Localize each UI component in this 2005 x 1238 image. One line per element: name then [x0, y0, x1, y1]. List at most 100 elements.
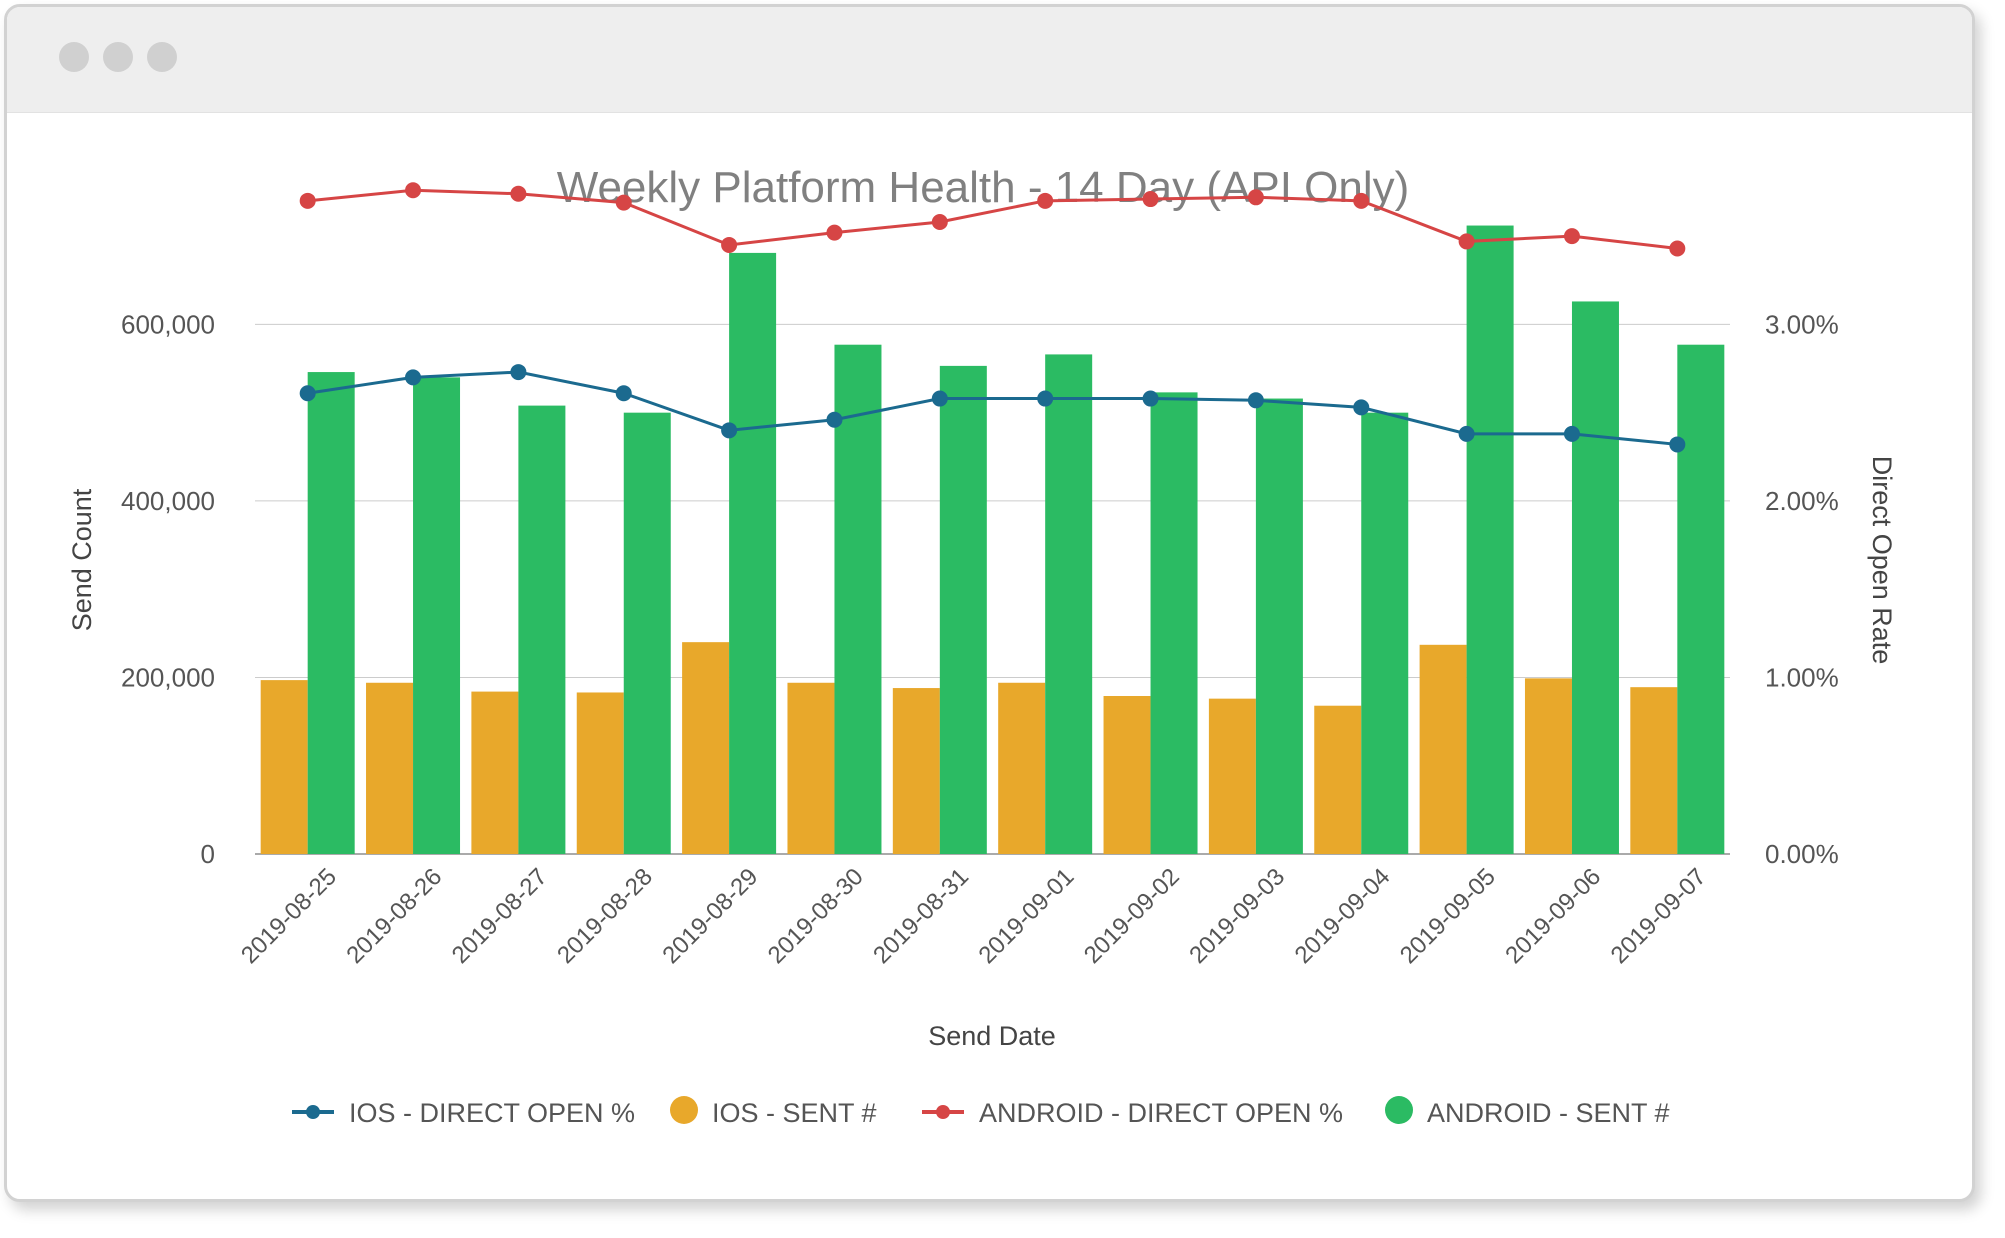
- y-tick-label: 400,000: [121, 486, 215, 516]
- android-sent-bar[interactable]: [623, 412, 671, 854]
- ios-open-point[interactable]: [826, 411, 843, 428]
- ios-sent-bar[interactable]: [576, 692, 624, 854]
- x-tick-label: 2019-08-27: [447, 863, 553, 969]
- y2-axis-label: Direct Open Rate: [1867, 456, 1897, 665]
- android-open-point[interactable]: [826, 224, 843, 241]
- ios-open-point[interactable]: [931, 390, 948, 407]
- x-axis-label: Send Date: [928, 1021, 1056, 1051]
- chart-title: Weekly Platform Health - 14 Day (API Onl…: [557, 163, 1410, 212]
- android-sent-bar[interactable]: [1466, 225, 1514, 855]
- ios-sent-bar[interactable]: [366, 682, 414, 854]
- android-sent-bar[interactable]: [307, 372, 355, 854]
- legend-point-marker: [306, 1105, 320, 1119]
- window-dot[interactable]: [59, 42, 89, 72]
- android-sent-bar[interactable]: [1045, 354, 1093, 854]
- ios-sent-bar[interactable]: [892, 688, 940, 854]
- ios-sent-bar[interactable]: [787, 682, 835, 854]
- x-tick-label: 2019-09-01: [974, 863, 1080, 969]
- x-tick-label: 2019-09-03: [1184, 863, 1290, 969]
- ios-open-point[interactable]: [1037, 390, 1054, 407]
- ios-open-point[interactable]: [510, 364, 527, 381]
- legend-label: IOS - SENT #: [712, 1098, 877, 1128]
- y-tick-label: 0: [201, 839, 215, 869]
- legend: IOS - DIRECT OPEN % IOS - SENT # ANDROID -…: [292, 1096, 1670, 1128]
- ios-open-point[interactable]: [1458, 425, 1475, 442]
- legend-label: ANDROID - DIRECT OPEN %: [979, 1098, 1343, 1128]
- ios-sent-bar[interactable]: [260, 680, 308, 854]
- android-open-point[interactable]: [1458, 233, 1475, 250]
- y2-tick-label: 2.00%: [1765, 486, 1839, 516]
- android-open-point[interactable]: [1247, 189, 1264, 206]
- ios-open-point[interactable]: [1247, 392, 1264, 409]
- x-tick-label: 2019-09-04: [1290, 863, 1396, 969]
- ios-open-point[interactable]: [615, 385, 632, 402]
- android-open-point[interactable]: [405, 182, 422, 199]
- android-sent-bar[interactable]: [518, 405, 566, 854]
- x-tick-label: 2019-08-30: [763, 863, 869, 969]
- y2-tick-label: 1.00%: [1765, 662, 1839, 692]
- legend-label: IOS - DIRECT OPEN %: [349, 1098, 635, 1128]
- ios-sent-bar[interactable]: [1314, 705, 1362, 854]
- android-open-point[interactable]: [299, 192, 316, 209]
- android-sent-bar[interactable]: [1361, 412, 1409, 854]
- android-open-point[interactable]: [510, 185, 527, 202]
- android-sent-bar[interactable]: [1255, 398, 1303, 854]
- android-open-point[interactable]: [1037, 192, 1054, 209]
- ios-sent-bar[interactable]: [1208, 698, 1256, 854]
- legend-point-marker: [936, 1105, 950, 1119]
- android-sent-bar[interactable]: [1677, 344, 1725, 854]
- ios-sent-bar[interactable]: [1524, 678, 1572, 854]
- android-sent-bar[interactable]: [413, 377, 461, 854]
- x-tick-label: 2019-08-31: [868, 863, 974, 969]
- ios-open-point[interactable]: [1142, 390, 1159, 407]
- android-open-point[interactable]: [1669, 240, 1686, 257]
- android-sent-bar[interactable]: [1571, 301, 1619, 854]
- ios-sent-bar[interactable]: [1630, 687, 1678, 854]
- android-sent-bar[interactable]: [834, 344, 882, 854]
- ios-open-point[interactable]: [721, 422, 738, 439]
- android-sent-bar[interactable]: [939, 365, 987, 854]
- ios-open-point[interactable]: [1563, 425, 1580, 442]
- ios-sent-bar[interactable]: [682, 642, 730, 854]
- legend-dot-marker: [1385, 1096, 1413, 1124]
- bars: [260, 225, 1725, 855]
- y2-tick-label: 3.00%: [1765, 309, 1839, 339]
- ios-open-point[interactable]: [1669, 436, 1686, 453]
- android-sent-bar[interactable]: [1150, 392, 1198, 854]
- legend-ios-sent[interactable]: IOS - SENT #: [670, 1096, 877, 1128]
- legend-android-open[interactable]: ANDROID - DIRECT OPEN %: [922, 1098, 1343, 1128]
- android-open-point[interactable]: [1563, 228, 1580, 245]
- android-open-point[interactable]: [1353, 192, 1370, 209]
- ios-sent-bar[interactable]: [1103, 696, 1151, 854]
- ios-sent-bar[interactable]: [471, 691, 519, 854]
- android-sent-bar[interactable]: [729, 252, 777, 855]
- ios-sent-bar[interactable]: [998, 682, 1046, 854]
- legend-dot-marker: [670, 1096, 698, 1124]
- android-open-point[interactable]: [931, 214, 948, 231]
- legend-android-sent[interactable]: ANDROID - SENT #: [1385, 1096, 1670, 1128]
- ios-sent-bar[interactable]: [1419, 644, 1467, 854]
- android-open-point[interactable]: [1142, 191, 1159, 208]
- window-titlebar: [7, 7, 1972, 113]
- lines: [299, 182, 1686, 453]
- android-open-point[interactable]: [721, 236, 738, 253]
- window-dot[interactable]: [103, 42, 133, 72]
- x-tick-label: 2019-09-06: [1500, 863, 1606, 969]
- x-tick-label: 2019-08-28: [552, 863, 658, 969]
- y-tick-label: 600,000: [121, 309, 215, 339]
- ios-open-line: [307, 370, 1678, 446]
- window-dot[interactable]: [147, 42, 177, 72]
- x-tick-label: 2019-09-05: [1395, 863, 1501, 969]
- android-open-point[interactable]: [615, 194, 632, 211]
- ios-open-point[interactable]: [1353, 399, 1370, 416]
- x-tick-label: 2019-09-02: [1079, 863, 1185, 969]
- legend-ios-open[interactable]: IOS - DIRECT OPEN %: [292, 1098, 635, 1128]
- x-tick-label: 2019-08-25: [236, 863, 342, 969]
- android-open-line: [307, 188, 1678, 250]
- ios-open-point[interactable]: [299, 385, 316, 402]
- y-axis-label: Send Count: [67, 488, 97, 631]
- x-tick-label: 2019-08-29: [657, 863, 763, 969]
- ios-open-point[interactable]: [405, 369, 422, 386]
- x-tick-label: 2019-08-26: [341, 863, 447, 969]
